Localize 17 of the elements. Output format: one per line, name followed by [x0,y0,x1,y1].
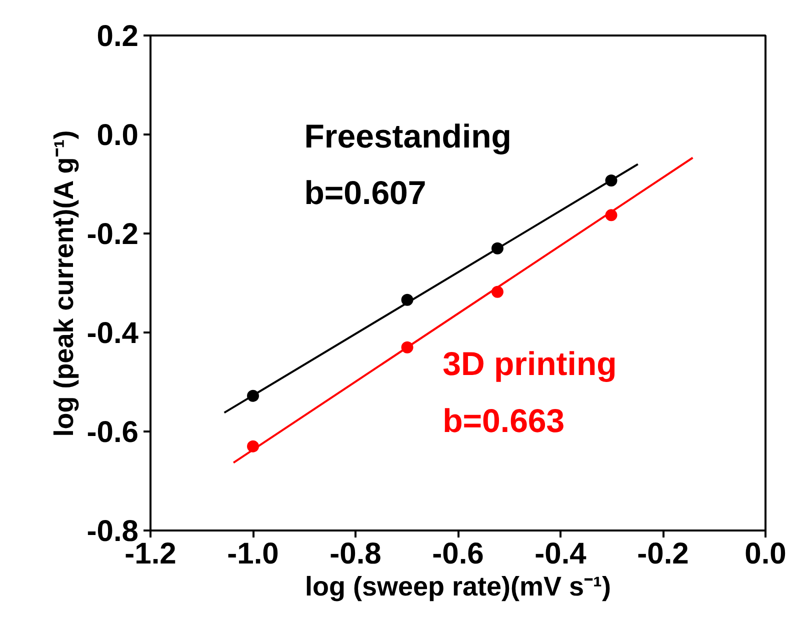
x-tick-label: -0.4 [534,538,587,570]
x-tick-label: 0.0 [744,538,786,570]
series-label: 3D printing [442,345,617,382]
annotation: b=0.663 [442,402,565,439]
text: Freestanding [304,117,512,154]
y-tick-label: -0.2 [86,218,139,251]
x-tick-label: -0.8 [330,538,382,570]
annotation: b=0.607 [304,174,426,212]
y-tick-label: 0.2 [96,20,139,53]
x-tick-label: -0.2 [637,538,689,570]
x-axis-title: log (sweep rate)(mV s⁻¹) [304,572,612,602]
x-tick-label: -1.0 [227,538,279,570]
y-tick-label: 0.0 [96,119,139,152]
y-tick-label: -0.6 [86,416,139,449]
y-tick-label: -0.4 [86,317,139,350]
x-tick-label: -0.6 [432,538,484,570]
y-axis-title: log (peak current)(A g⁻¹) [48,130,79,437]
